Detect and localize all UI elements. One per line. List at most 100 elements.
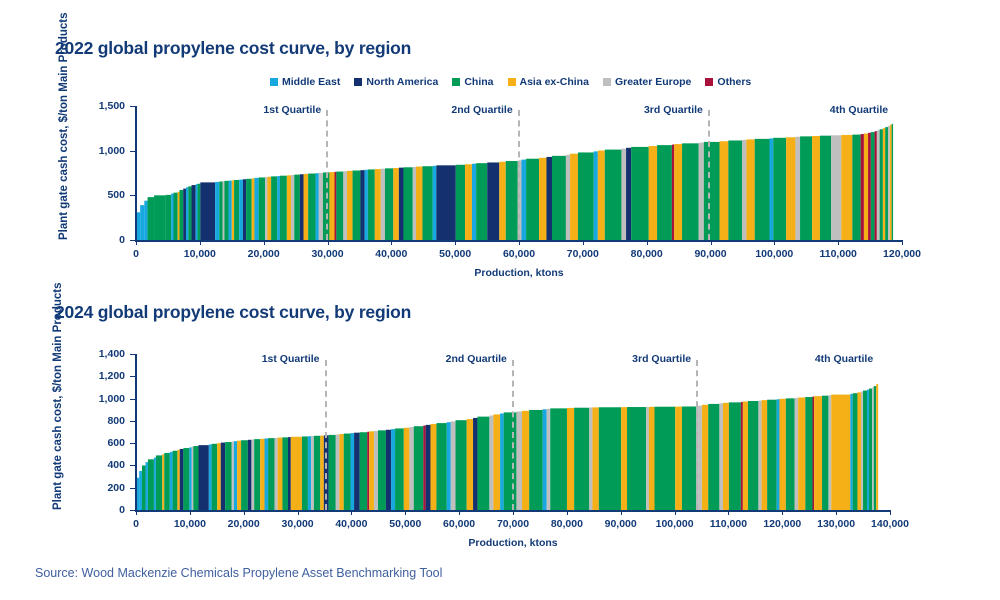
legend-swatch-icon	[602, 78, 611, 87]
y-axis-tick-label: 600	[107, 437, 125, 450]
cost-curve-bar	[219, 181, 223, 240]
y-axis-title: Plant gate cash cost, $/ton Main Product…	[58, 12, 70, 241]
cost-curve-bar	[626, 147, 632, 240]
cost-curve-bar	[812, 396, 815, 510]
cost-curve-bar	[773, 137, 787, 240]
cost-curve-bar	[268, 438, 275, 510]
quartile-label: 2nd Quartile	[451, 104, 513, 116]
cost-curve-bar	[318, 172, 323, 240]
cost-curve-bar	[234, 179, 240, 240]
cost-curve-bar	[876, 130, 880, 240]
cost-curve-bar	[313, 435, 321, 510]
cost-curve-bar	[251, 178, 255, 240]
cost-curve-bar	[436, 165, 456, 240]
cost-curve-bar	[432, 165, 437, 240]
cost-curve-bar	[476, 163, 488, 240]
cost-curve-bar	[521, 159, 527, 240]
cost-curve-bar	[754, 138, 770, 240]
legend-item-others: Others	[705, 77, 751, 88]
x-tick-mark	[136, 511, 137, 515]
cost-curve-bar	[785, 398, 795, 510]
cost-curve-bar	[499, 161, 506, 240]
cost-curve-bar	[742, 139, 747, 240]
legend-item-label: Others	[717, 76, 752, 88]
cost-curve-bar	[740, 401, 743, 510]
cost-curve-bar	[471, 163, 477, 240]
cost-curve-bar	[671, 144, 675, 240]
x-tick-mark	[391, 241, 393, 245]
cost-curve-bar	[354, 432, 360, 510]
cost-curve-bar	[831, 135, 842, 240]
x-tick-mark	[890, 511, 891, 515]
cost-curve-bar	[220, 442, 226, 510]
cost-curve-bar	[144, 200, 148, 240]
x-tick-mark	[243, 511, 245, 515]
legend-item-china: China	[452, 77, 494, 88]
cost-curve-bar	[343, 433, 351, 510]
cost-curve-bar	[539, 157, 547, 240]
y-axis-tick-label: 500	[107, 189, 125, 202]
x-tick-mark	[189, 511, 191, 515]
x-axis-tick-label: 10,000	[173, 518, 206, 530]
cost-curve-bar	[198, 445, 209, 510]
cost-curve-bar	[852, 134, 861, 240]
y-tick-mark	[130, 443, 135, 445]
cost-curve-bar	[794, 397, 799, 510]
cost-curve-bar	[254, 439, 261, 510]
cost-curve-bar	[136, 477, 140, 510]
cost-curve-bar	[473, 417, 478, 510]
cost-curve-bar	[546, 156, 553, 240]
cost-curve-bar	[450, 421, 456, 510]
cost-curve-bar	[430, 423, 437, 510]
y-axis-tick-label: 800	[107, 414, 125, 427]
x-tick-mark	[405, 511, 407, 515]
cost-curve-bar	[758, 400, 762, 510]
chart-title-2022: 2022 global propylene cost curve, by reg…	[55, 38, 412, 58]
cost-curve-bar	[589, 407, 593, 510]
cost-curve-bar	[367, 169, 375, 240]
cost-curve-bar	[795, 136, 801, 240]
x-axis-tick-label: 20,000	[227, 518, 260, 530]
y-tick-mark	[130, 398, 135, 400]
cost-curve-bar	[869, 388, 873, 510]
quartile-label: 1st Quartile	[261, 353, 320, 365]
cost-curve-bar	[621, 148, 627, 240]
x-tick-mark	[674, 511, 676, 515]
cost-curve-bar	[385, 429, 392, 510]
x-axis-tick-label: 70,000	[496, 518, 530, 530]
cost-curve-bar	[164, 452, 170, 510]
cost-curve-bar	[179, 448, 184, 510]
cost-curve-bar	[294, 174, 300, 240]
quartile-divider-line	[707, 110, 710, 240]
cost-curve-bar	[863, 390, 868, 510]
cost-curve-bar	[247, 439, 252, 510]
cost-curve-bar	[767, 399, 777, 510]
cost-curve-bar	[870, 132, 875, 240]
x-tick-mark	[646, 241, 648, 245]
cost-curve-bar	[852, 393, 858, 510]
legend-swatch-icon	[354, 78, 363, 87]
cost-curve-bar	[239, 179, 243, 240]
cost-curve-bar	[860, 134, 864, 240]
cost-curve-bar	[336, 171, 344, 240]
x-tick-mark	[836, 511, 838, 515]
plot-area-2022: 0 500 1,000 1,500 0 10,000 20,000 30,000 40,000 5…	[58, 13, 921, 280]
cost-curve-bar	[819, 135, 832, 240]
cost-curve-bar	[200, 182, 216, 240]
x-axis-tick-label: 50,000	[389, 518, 422, 530]
cost-curve-bar	[696, 405, 702, 510]
cost-curve-bar	[500, 413, 504, 510]
cost-curve-bar	[350, 433, 355, 510]
cost-curve-bar	[179, 189, 184, 240]
y-axis-tick-label: 0	[119, 234, 125, 246]
cost-curve-bar	[367, 431, 370, 510]
x-axis-tick-label: 40,000	[335, 518, 368, 530]
quartile-label: 3rd Quartile	[632, 353, 692, 365]
cost-curve-bar	[364, 169, 368, 240]
x-tick-mark	[582, 241, 584, 245]
legend-swatch-icon	[507, 78, 516, 87]
cost-curve-bar	[493, 414, 501, 510]
cost-curve-bar	[646, 406, 649, 510]
cost-curve-bar	[425, 424, 431, 510]
cost-curve-bar	[195, 184, 198, 240]
